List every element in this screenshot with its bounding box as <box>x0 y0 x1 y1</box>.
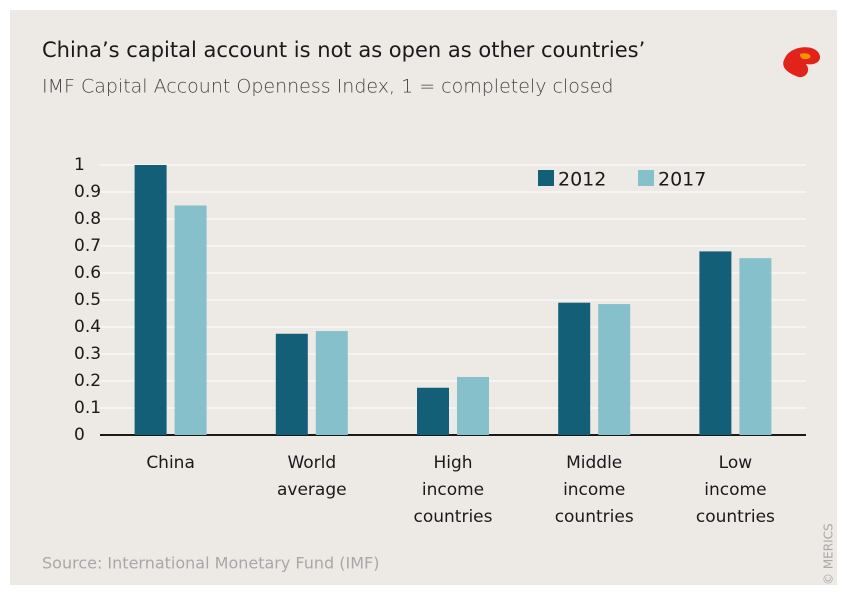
y-tick-label: 0 <box>74 425 85 445</box>
x-tick-label: High income countries <box>414 453 493 527</box>
y-tick-label: 0.6 <box>74 263 101 283</box>
x-tick-label: China <box>146 453 195 473</box>
legend-swatch <box>638 170 654 186</box>
bar <box>739 258 772 435</box>
x-tick-label: World average <box>277 453 347 500</box>
y-tick-label: 1 <box>74 155 85 175</box>
y-tick-label: 0.9 <box>74 182 101 202</box>
x-tick-label: Low income countries <box>696 453 775 527</box>
legend-swatch <box>538 170 554 186</box>
legend-label: 2017 <box>658 169 706 191</box>
legend-label: 2012 <box>558 169 606 191</box>
y-tick-label: 0.4 <box>74 317 101 337</box>
y-tick-label: 0.3 <box>74 344 101 364</box>
bar <box>134 165 167 435</box>
chart-subtitle: IMF Capital Account Openness Index, 1 = … <box>42 76 613 98</box>
bar <box>558 302 591 435</box>
bar <box>315 331 348 435</box>
bar <box>417 387 449 435</box>
y-tick-label: 0.7 <box>74 236 101 256</box>
chart-title: China’s capital account is not as open a… <box>42 38 645 62</box>
y-tick-label: 0.5 <box>74 290 101 310</box>
y-tick-label: 0.8 <box>74 209 101 229</box>
bar <box>598 304 631 435</box>
y-tick-label: 0.2 <box>74 371 101 391</box>
bar <box>174 205 207 435</box>
credit: © MERICS <box>822 523 836 585</box>
logo <box>783 47 821 78</box>
source: Source: International Monetary Fund (IMF… <box>42 554 379 573</box>
bar <box>699 251 732 435</box>
bar <box>457 376 489 435</box>
x-tick-label: Middle income countries <box>555 453 634 527</box>
bar <box>275 333 308 435</box>
y-tick-label: 0.1 <box>74 398 101 418</box>
